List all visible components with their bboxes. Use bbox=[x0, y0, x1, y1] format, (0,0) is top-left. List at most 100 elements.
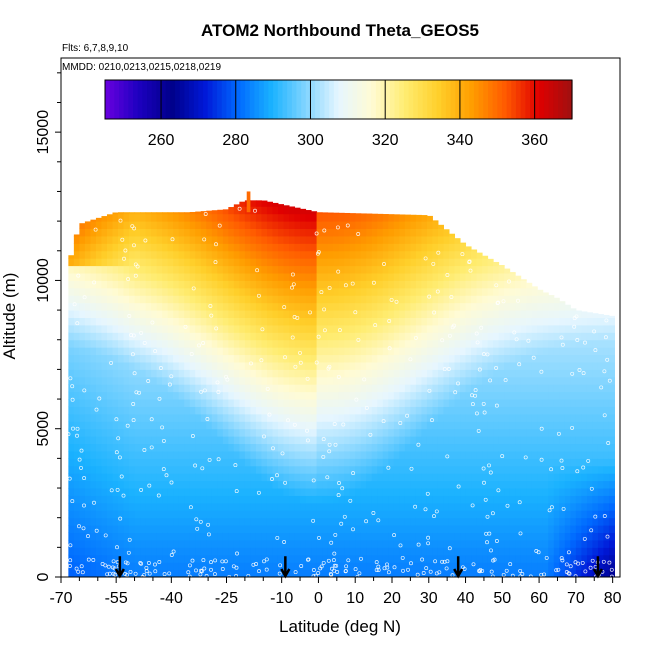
field-cell bbox=[465, 547, 472, 556]
field-cell bbox=[244, 369, 251, 378]
field-cell bbox=[355, 324, 362, 333]
observation-point bbox=[387, 319, 392, 323]
field-cell bbox=[90, 376, 97, 385]
field-cell bbox=[200, 339, 207, 348]
field-cell bbox=[443, 502, 450, 511]
field-cell bbox=[118, 450, 125, 459]
field-cell bbox=[531, 310, 538, 318]
field-cell bbox=[393, 347, 400, 356]
field-cell bbox=[371, 554, 378, 563]
field-cell bbox=[233, 465, 240, 474]
field-cell bbox=[173, 443, 180, 452]
field-cell bbox=[393, 339, 400, 348]
field-cell bbox=[322, 347, 329, 356]
field-cell bbox=[465, 443, 472, 452]
observation-point bbox=[447, 333, 452, 338]
field-cell bbox=[289, 436, 296, 445]
field-cell bbox=[454, 406, 461, 415]
field-cell bbox=[437, 332, 444, 341]
field-cell bbox=[371, 369, 378, 378]
observation-point bbox=[93, 227, 98, 232]
field-cell bbox=[586, 465, 593, 474]
field-cell bbox=[344, 317, 351, 326]
field-cell bbox=[377, 495, 384, 504]
field-cell bbox=[222, 562, 229, 571]
field-cell bbox=[84, 421, 91, 430]
field-cell bbox=[200, 310, 207, 318]
field-cell bbox=[266, 443, 273, 452]
field-cell bbox=[366, 317, 373, 326]
field-cell bbox=[366, 235, 373, 244]
field-cell bbox=[129, 443, 136, 452]
observation-point bbox=[416, 542, 421, 547]
field-cell bbox=[410, 235, 417, 244]
field-cell bbox=[189, 406, 196, 415]
field-cell bbox=[399, 265, 406, 274]
field-cell bbox=[504, 354, 511, 363]
field-cell bbox=[504, 421, 511, 430]
field-cell bbox=[79, 384, 86, 393]
field-cell bbox=[134, 406, 141, 415]
field-cell bbox=[460, 443, 467, 452]
field-cell bbox=[388, 228, 395, 237]
field-cell bbox=[493, 310, 500, 318]
field-cell bbox=[603, 421, 610, 430]
field-cell bbox=[173, 421, 180, 430]
field-cell bbox=[333, 450, 340, 459]
field-cell bbox=[222, 532, 229, 541]
field-cell bbox=[448, 554, 456, 563]
field-cell bbox=[421, 265, 428, 274]
observation-point bbox=[119, 474, 124, 479]
field-cell bbox=[597, 525, 604, 534]
field-cell bbox=[526, 339, 533, 348]
observation-point bbox=[373, 323, 378, 328]
field-cell bbox=[531, 525, 538, 534]
field-cell bbox=[520, 502, 527, 511]
field-cell bbox=[460, 243, 467, 252]
field-cell bbox=[432, 302, 439, 311]
field-cell bbox=[377, 525, 384, 534]
field-cell bbox=[228, 421, 235, 430]
field-cell bbox=[421, 428, 428, 437]
field-cell bbox=[294, 295, 301, 304]
field-cell bbox=[84, 569, 91, 577]
field-cell bbox=[228, 532, 235, 541]
field-cell bbox=[134, 525, 141, 534]
field-cell bbox=[542, 376, 549, 385]
field-cell bbox=[515, 443, 522, 452]
field-cell bbox=[487, 547, 494, 556]
field-cell bbox=[371, 421, 378, 430]
field-cell bbox=[134, 221, 141, 230]
observation-point bbox=[433, 559, 438, 564]
field-cell bbox=[564, 465, 571, 474]
field-cell bbox=[189, 428, 196, 437]
field-cell bbox=[277, 287, 284, 296]
field-cell bbox=[575, 332, 582, 341]
field-cell bbox=[73, 273, 80, 281]
field-cell bbox=[504, 324, 511, 333]
field-cell bbox=[305, 384, 312, 393]
field-cell bbox=[261, 525, 268, 534]
field-cell bbox=[167, 443, 174, 452]
field-cell bbox=[333, 473, 340, 482]
field-cell bbox=[228, 207, 235, 215]
field-cell bbox=[255, 458, 262, 467]
field-cell bbox=[68, 458, 75, 467]
field-cell bbox=[101, 562, 108, 571]
field-cell bbox=[123, 228, 130, 237]
field-cell bbox=[316, 280, 323, 289]
field-cell bbox=[261, 458, 268, 467]
field-cell bbox=[333, 480, 340, 489]
field-cell bbox=[277, 354, 284, 363]
field-cell bbox=[244, 539, 251, 548]
field-cell bbox=[206, 421, 213, 430]
field-cell bbox=[542, 562, 549, 571]
field-cell bbox=[217, 376, 224, 385]
field-cell bbox=[465, 302, 472, 311]
field-cell bbox=[79, 495, 86, 504]
field-cell bbox=[448, 502, 456, 511]
field-cell bbox=[570, 532, 577, 541]
field-cell bbox=[250, 354, 257, 363]
field-cell bbox=[129, 510, 136, 519]
field-cell bbox=[250, 250, 257, 259]
